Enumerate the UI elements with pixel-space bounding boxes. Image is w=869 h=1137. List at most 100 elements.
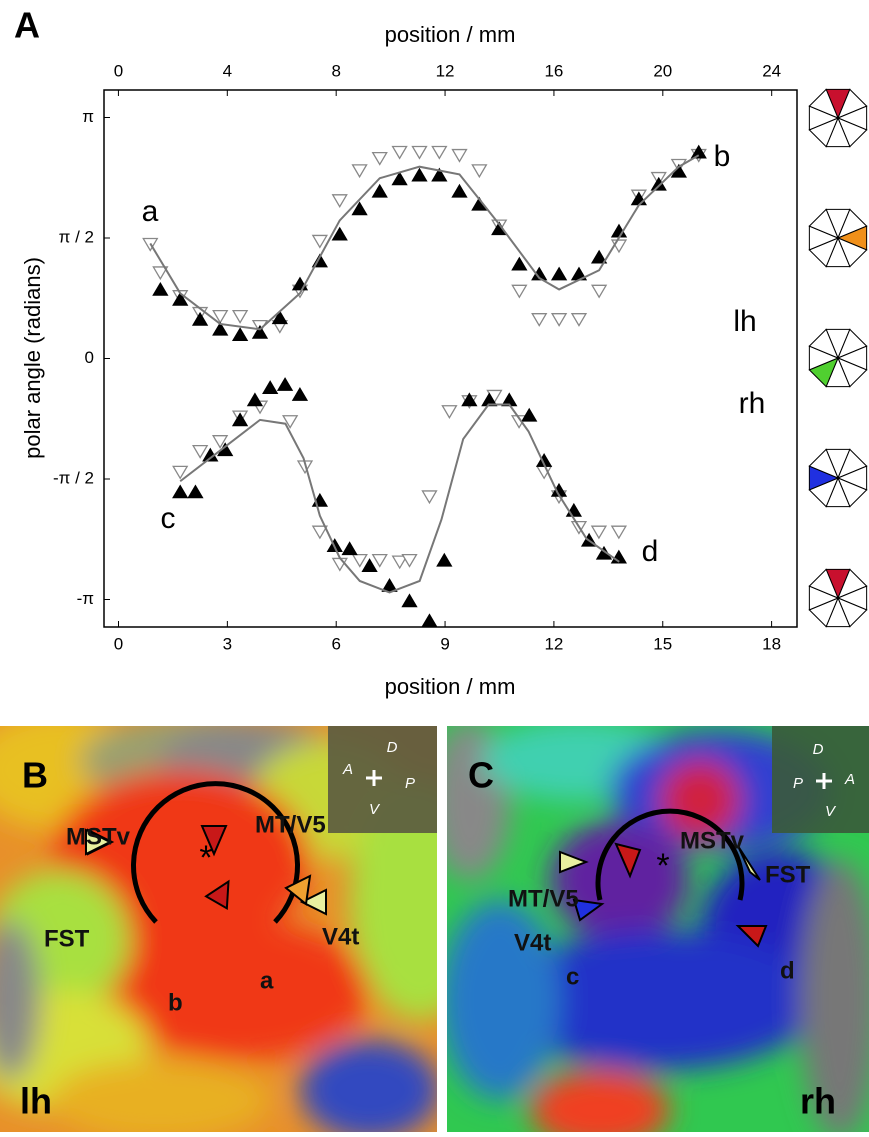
data-point <box>431 145 448 160</box>
y-tick-label: π <box>82 107 94 126</box>
data-point <box>531 313 548 327</box>
x2-tick-label: 4 <box>223 61 232 80</box>
svg-text:*: * <box>656 847 669 885</box>
data-point <box>550 266 568 281</box>
data-point <box>351 553 368 568</box>
data-point <box>595 545 613 560</box>
map-b: * <box>0 726 437 1132</box>
data-point <box>461 392 478 407</box>
data-point <box>371 151 388 166</box>
data-point <box>436 552 453 567</box>
x2-tick-label: 0 <box>114 61 123 80</box>
compass-label: D <box>813 741 824 758</box>
wheel-wedge <box>808 88 839 119</box>
data-point <box>351 164 368 179</box>
data-point <box>152 266 169 281</box>
region-label: V4t <box>514 929 551 956</box>
region-label: MSTv <box>66 823 131 850</box>
hemisphere-label: lh <box>20 1081 52 1122</box>
x-tick-label: 12 <box>544 634 563 653</box>
region-label: FST <box>44 925 90 952</box>
data-point <box>481 392 498 407</box>
data-point <box>361 558 378 572</box>
fit-line <box>179 403 620 594</box>
y-tick-label: -π <box>77 589 94 608</box>
data-point <box>411 145 428 160</box>
data-point <box>276 377 294 391</box>
data-point <box>391 145 408 160</box>
x-tick-label: 3 <box>223 634 232 653</box>
data-point <box>690 144 707 159</box>
marker-label: b <box>168 989 183 1016</box>
marker-label: a <box>260 967 274 994</box>
data-point <box>421 613 438 628</box>
x2-tick-label: 16 <box>544 61 563 80</box>
wheel-wedge <box>808 328 839 359</box>
wheel-wedge <box>808 448 839 479</box>
x-tick-label: 9 <box>440 634 449 653</box>
x-tick-label: 6 <box>331 634 340 653</box>
region-label: MSTv <box>680 827 745 854</box>
compass-label: P <box>793 775 803 792</box>
compass-label: V <box>369 801 381 818</box>
wheel-wedge <box>808 568 839 599</box>
data-point <box>231 412 249 427</box>
y-tick-label: 0 <box>85 348 94 367</box>
region-label: FST <box>765 861 811 888</box>
data-point <box>391 555 408 570</box>
data-point <box>231 309 249 324</box>
panel-b-labels: B lh MSTv MT/V5 FST V4t a b D A P V <box>20 739 415 1122</box>
x2-tick-label: 20 <box>653 61 672 80</box>
data-point <box>511 284 528 299</box>
data-point <box>590 249 608 264</box>
data-point <box>212 309 229 324</box>
data-point <box>590 284 608 299</box>
data-point <box>451 183 468 198</box>
data-point <box>331 194 348 208</box>
data-point <box>172 291 189 306</box>
data-point <box>570 313 588 327</box>
x2-tick-label: 12 <box>436 61 455 80</box>
data-point <box>590 525 608 540</box>
x2-axis-label: position / mm <box>385 22 516 47</box>
data-point <box>251 324 269 339</box>
annotation: rh <box>739 387 766 420</box>
panel-label: B <box>22 755 48 796</box>
data-point <box>411 167 428 182</box>
data-point <box>291 387 309 401</box>
hemisphere-label: rh <box>800 1081 836 1122</box>
direction-wheels <box>808 88 868 628</box>
data-point <box>172 465 189 480</box>
compass-label: A <box>342 761 353 778</box>
data-point <box>172 484 189 499</box>
data-point <box>311 525 329 540</box>
region-label: V4t <box>322 923 359 950</box>
data-point <box>650 176 667 191</box>
compass-label: P <box>405 775 415 792</box>
data-point <box>431 167 448 182</box>
annotation: b <box>714 140 731 173</box>
data-point <box>311 234 328 249</box>
data-point <box>331 226 348 241</box>
data-point <box>471 164 488 179</box>
data-point <box>211 435 229 449</box>
x-tick-label: 18 <box>762 634 781 653</box>
annotation: lh <box>733 305 756 338</box>
data-point <box>152 281 169 296</box>
data-point <box>262 380 279 394</box>
x-tick-label: 15 <box>653 634 672 653</box>
data-point <box>351 201 368 216</box>
data-point <box>521 407 538 422</box>
data-point <box>550 313 568 327</box>
svg-text:*: * <box>199 839 212 877</box>
data-point <box>212 321 229 336</box>
data-point <box>341 541 358 556</box>
plot-frame <box>103 89 798 628</box>
data-point <box>401 553 418 568</box>
y-tick-label: π / 2 <box>59 227 94 246</box>
compass-label: D <box>387 739 398 756</box>
compass-label: V <box>825 803 837 820</box>
x2-tick-label: 24 <box>762 61 781 80</box>
panel-label: C <box>468 755 494 796</box>
